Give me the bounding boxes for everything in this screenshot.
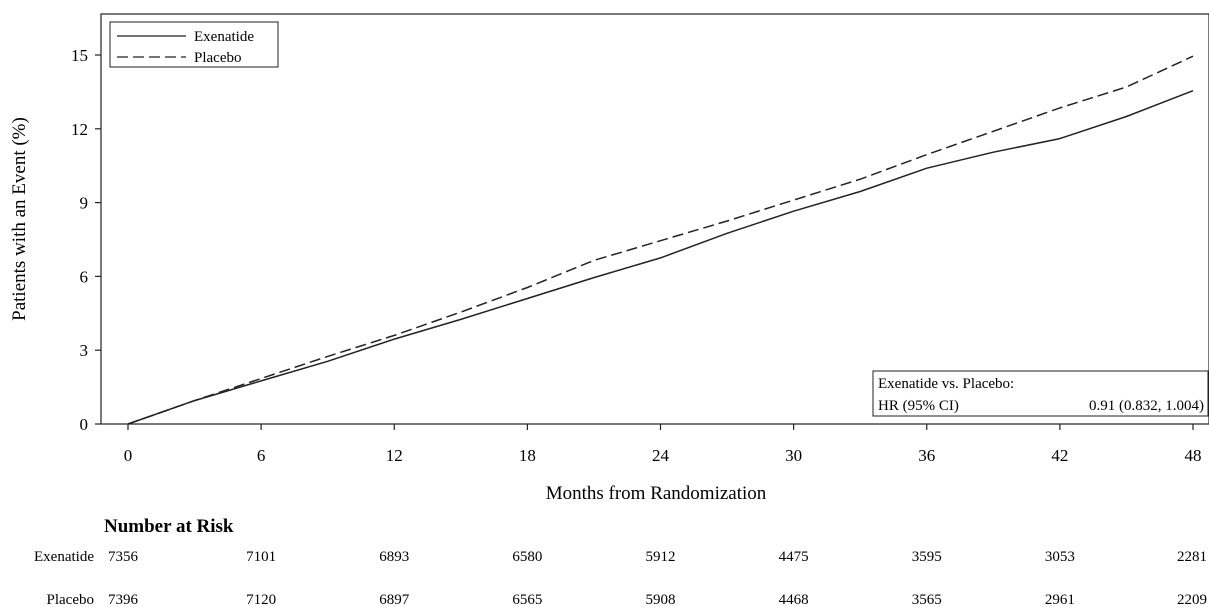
x-tick-label: 36 — [918, 446, 935, 465]
legend: Exenatide Placebo — [109, 21, 279, 68]
x-tick-label: 42 — [1051, 446, 1068, 465]
risk-rows: Exenatide 7356 7101 6893 6580 5912 4475 3595 305… — [34, 549, 1207, 607]
risk-value: 3565 — [912, 592, 942, 607]
legend-box — [109, 21, 279, 68]
x-tick-label: 48 — [1185, 446, 1202, 465]
y-tick-label: 3 — [80, 341, 89, 360]
y-tick-label: 12 — [71, 120, 88, 139]
x-tick-label: 30 — [785, 446, 802, 465]
risk-row-label: Exenatide — [34, 549, 94, 565]
series-line-exenatide — [127, 90, 1194, 425]
x-axis-title: Months from Randomization — [546, 483, 767, 504]
risk-value: 7120 — [246, 592, 276, 607]
risk-table-title: Number at Risk — [104, 516, 234, 537]
x-axis: 0 6 12 18 24 30 36 42 48 — [124, 424, 1202, 465]
y-tick-label: 0 — [80, 415, 89, 434]
risk-value: 6897 — [379, 592, 410, 607]
y-axis: 0 3 6 9 12 15 — [71, 46, 101, 434]
risk-value: 3595 — [912, 549, 942, 565]
x-tick-label: 24 — [652, 446, 670, 465]
y-tick-label: 9 — [80, 194, 89, 213]
risk-value: 6893 — [379, 549, 409, 565]
risk-value: 5912 — [646, 549, 676, 565]
hazard-ratio-annotation: Exenatide vs. Placebo: HR (95% CI) 0.91 … — [872, 370, 1209, 417]
risk-value: 7396 — [108, 592, 139, 607]
y-tick-label: 6 — [80, 267, 89, 286]
plot-area — [100, 13, 1209, 425]
annotation-header: Exenatide vs. Placebo: — [878, 376, 1014, 392]
y-axis-title: Patients with an Event (%) — [9, 117, 30, 321]
risk-value: 2209 — [1177, 592, 1207, 607]
risk-value: 4468 — [779, 592, 809, 607]
risk-value: 4475 — [779, 549, 809, 565]
series-line-placebo — [127, 55, 1194, 425]
risk-table: Number at Risk Exenatide 7356 7101 6893 6580… — [34, 516, 1207, 607]
annotation-box — [872, 370, 1209, 417]
risk-value: 3053 — [1045, 549, 1075, 565]
risk-value: 5908 — [646, 592, 676, 607]
risk-value: 6565 — [512, 592, 542, 607]
x-tick-label: 12 — [386, 446, 403, 465]
annotation-label: HR (95% CI) — [878, 398, 959, 414]
risk-value: 7101 — [246, 549, 276, 565]
series-layer — [127, 55, 1194, 425]
risk-value: 7356 — [108, 549, 139, 565]
y-tick-label: 15 — [71, 46, 88, 65]
x-tick-label: 6 — [257, 446, 266, 465]
risk-value: 2281 — [1177, 549, 1207, 565]
x-tick-label: 18 — [519, 446, 536, 465]
risk-value: 6580 — [512, 549, 542, 565]
risk-value: 2961 — [1045, 592, 1075, 607]
x-tick-label: 0 — [124, 446, 133, 465]
risk-row-label: Placebo — [47, 592, 94, 607]
legend-label-exenatide: Exenatide — [194, 29, 254, 45]
legend-label-placebo: Placebo — [194, 50, 241, 66]
annotation-value: 0.91 (0.832, 1.004) — [1089, 398, 1204, 414]
